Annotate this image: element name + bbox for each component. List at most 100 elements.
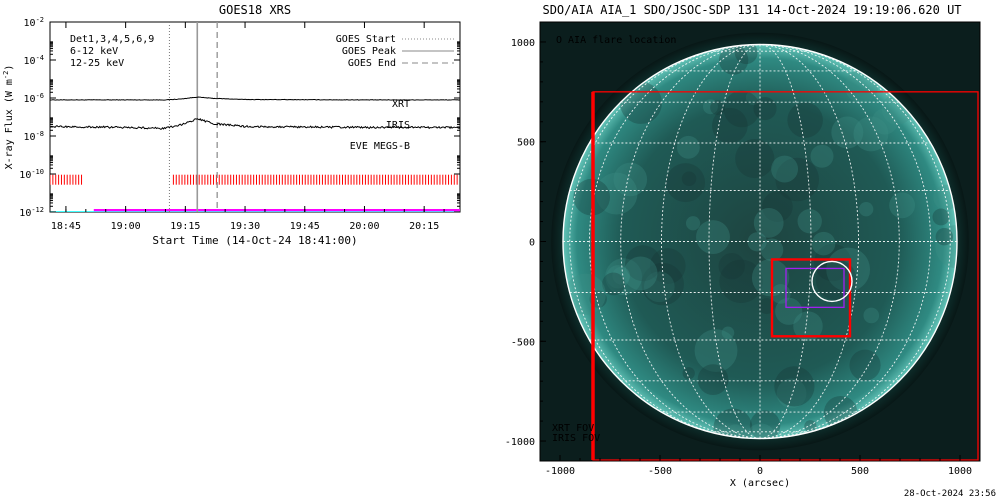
solar-texture-patch [775,297,803,325]
solar-texture-patch [889,192,916,219]
aia-xtick-label: -1000 [545,466,575,477]
solar-texture-patch [641,262,684,306]
aia-xtick-label: 500 [851,466,869,477]
goes-axes: 10-12 10-10 10-8 10-6 10-4 10-2 18:45 19:00 19:1… [19,16,460,232]
solar-texture-patch [747,232,767,252]
solar-texture-patch [666,163,706,203]
goes-xtick-label: 19:15 [170,221,200,232]
solar-texture-patch [643,271,675,303]
solar-texture-patch [793,311,823,341]
fov-legend-item: IRIS FOV [552,433,600,444]
long-channel-line [50,96,460,101]
aia-ytick-label: 500 [517,138,535,149]
solar-texture-patch [725,424,745,439]
solar-texture-patch [702,99,718,115]
goes-ylabel-close: ) [4,65,15,71]
aia-xlabel: X (arcsec) [730,478,790,489]
solar-texture-patch [863,307,880,324]
solar-texture-patch [751,259,790,297]
longitude-line [759,44,859,439]
goes-title: GOES18 XRS [219,3,291,17]
aia-panel: SDO/AIA AIA_1 SDO/JSOC-SDP 131 14-Oct-20… [505,3,981,489]
solar-limb [562,43,958,440]
solar-texture-patch [797,209,822,234]
aia-ytick-label: 1000 [511,38,535,49]
goes-xlabel: Start Time (14-Oct-24 18:41:00) [152,234,357,247]
solar-texture-patch [612,266,631,285]
goes-ytick-label: 10-12 [19,206,44,219]
aia-ytick-label: -1000 [505,437,535,448]
fov-box-iris-fov [785,267,845,308]
solar-texture-patch [735,138,775,179]
goes-legend-right-item: GOES Peak [342,46,396,57]
goes-xtick-label: 19:00 [111,221,141,232]
solar-texture-patch [625,245,661,282]
goes-plot-area [50,22,460,212]
goes-legend-right-item: GOES Start [336,34,396,45]
solar-texture-patch [734,44,758,65]
goes-xtick-label: 18:45 [51,221,81,232]
solar-texture-patch [749,410,781,439]
goes-ytick-label: 10-2 [24,16,44,29]
solar-texture-patch [718,252,745,280]
aia-xtick-label: 0 [757,466,763,477]
heliographic-grid [563,44,957,439]
aia-ytick-label: 0 [529,238,535,249]
longitude-line [759,44,932,439]
goes-xtick-label: 19:30 [230,221,260,232]
solar-texture-patch [771,155,799,183]
goes-legend-left-item: 6-12 keV [70,46,118,57]
footer-timestamp: 28-Oct-2024 23:56 [904,489,996,499]
solar-texture-patch [723,90,761,128]
solar-texture-patch [676,135,700,159]
solar-texture-patch [758,298,775,315]
aia-title: SDO/AIA AIA_1 SDO/JSOC-SDP 131 14-Oct-20… [542,3,961,17]
longitude-line [569,44,761,439]
solar-texture-patch [753,207,784,238]
solar-texture-patch [787,102,823,138]
solar-texture-patch [685,216,701,231]
solar-texture-patch [605,258,643,296]
solar-texture-patch [649,248,686,284]
solar-texture-patch [762,191,793,222]
goes-xtick-label: 20:15 [409,221,439,232]
solar-texture-patch [564,273,606,315]
aia-xtick-label: -500 [648,466,672,477]
solar-texture-patch [858,201,874,217]
longitude-line [708,44,761,439]
solar-texture-patch [810,144,834,168]
goes-ytick-label: 10-8 [24,130,44,143]
longitude-line [759,44,900,439]
goes-legend-left-item: 12-25 keV [70,58,124,69]
solar-texture-patch [814,243,852,282]
solar-texture-patch [613,162,648,197]
goes-ytick-label: 10-6 [24,92,44,105]
goes-xtick-label: 20:00 [349,221,379,232]
fov-box-xrt-fov [770,258,852,338]
longitude-line [759,44,951,439]
solar-texture-patch [745,90,761,106]
goes-ylabel: X-ray Flux (W m-2) [2,65,15,170]
aia-axes: -1000 -500 0 500 1000 -1000 -500 0 500 1000 [505,38,972,477]
goes-xtick-label: 19:45 [290,221,320,232]
flare-legend: O AIA flare location [556,35,676,46]
goes-ytick-label: 10-10 [19,168,44,181]
solar-texture-patch [815,259,857,301]
short-channel-line [50,118,460,130]
goes-legend-left-item: Det1,3,4,5,6,9 [70,34,154,45]
goes-ytick-label: 10-4 [24,54,44,67]
longitude-line [759,44,812,439]
solar-texture-patch [710,100,726,116]
solar-texture-patch [721,326,735,340]
longitude-line [588,44,761,439]
longitude-line [620,44,761,439]
solar-texture-patch [682,367,695,380]
goes-panel: GOES18 XRS 10-12 10-10 10-8 10-6 10-4 10-2 18:… [2,3,461,247]
flare-location-marker [811,260,853,303]
solar-texture-patch [753,97,777,121]
longitude-line [661,44,761,439]
goes-legend-right-item: GOES End [348,58,396,69]
solar-texture-patch [760,238,784,262]
